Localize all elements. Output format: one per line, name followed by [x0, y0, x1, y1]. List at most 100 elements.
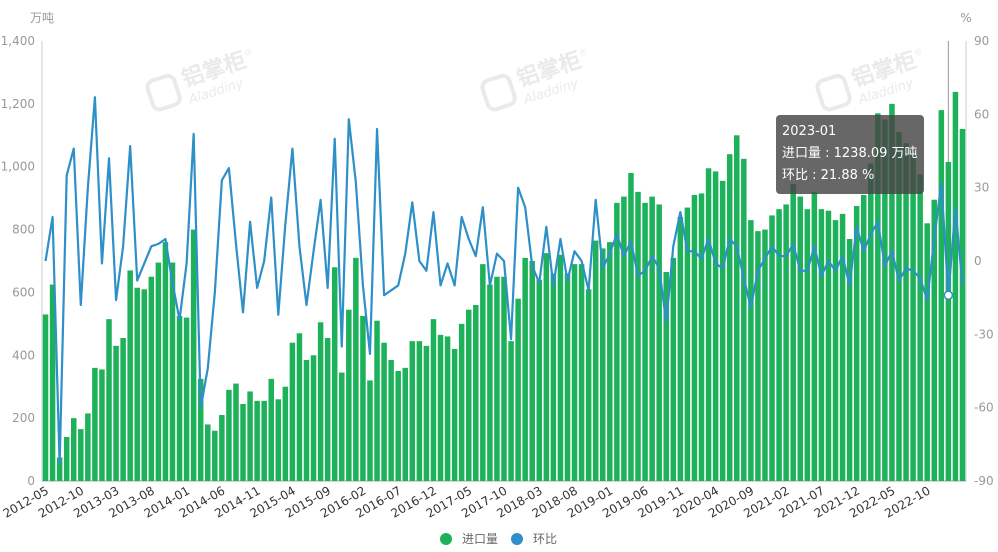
bar-import-volume [63, 437, 70, 481]
bar-import-volume [416, 341, 423, 481]
bar-import-volume [444, 336, 451, 481]
legend-line-marker [511, 533, 523, 545]
bar-import-volume [190, 229, 197, 481]
bar-import-volume [261, 400, 267, 481]
bar-import-volume [550, 273, 557, 481]
bar-import-volume [839, 213, 846, 481]
bar-import-volume [536, 279, 543, 481]
right-tick-label: 0 [974, 254, 982, 268]
bar-import-volume [85, 413, 91, 481]
bar-import-volume [621, 196, 627, 482]
bar-import-volume [853, 206, 860, 481]
bar-import-volume [134, 287, 140, 481]
tooltip-bar-value: 进口量 : 1238.09 万吨 [782, 146, 918, 161]
bar-import-volume [458, 323, 465, 481]
bar-import-volume [557, 254, 564, 481]
bar-import-volume [324, 338, 331, 481]
left-tick-label: 1,200 [1, 97, 35, 111]
bar-import-volume [938, 110, 945, 482]
bar-import-volume [684, 207, 691, 482]
bar-import-volume [952, 91, 959, 482]
bar-import-volume [282, 386, 289, 481]
bar-import-volume [649, 196, 655, 482]
bar-import-volume [734, 135, 740, 482]
bar-import-volume [607, 242, 613, 481]
bar-import-volume [346, 309, 352, 481]
bar-import-volume [811, 191, 818, 481]
bar-series-layer [42, 91, 966, 482]
bar-import-volume [162, 242, 169, 481]
left-tick-label: 1,400 [1, 34, 35, 48]
bar-import-volume [917, 174, 923, 482]
bar-import-volume [656, 204, 662, 481]
right-tick-label: -60 [974, 401, 994, 415]
bar-import-volume [296, 333, 303, 481]
bar-import-volume [889, 103, 895, 481]
bar-import-volume [303, 360, 310, 481]
bar-import-volume [790, 184, 796, 481]
bar-import-volume [56, 457, 63, 481]
bar-import-volume [254, 400, 260, 481]
right-tick-label: 90 [974, 34, 989, 48]
left-tick-label: 400 [12, 348, 35, 362]
bar-import-volume [353, 257, 359, 481]
bar-import-volume [226, 389, 232, 481]
bar-import-volume [70, 418, 77, 481]
bar-import-volume [360, 316, 366, 481]
legend-line-label: 环比 [533, 532, 557, 546]
bar-import-volume [691, 195, 698, 481]
bar-import-volume [381, 342, 387, 481]
left-tick-label: 200 [12, 411, 35, 425]
bar-import-volume [402, 367, 409, 481]
bar-import-volume [592, 240, 599, 481]
watermark-logo: 铝掌柜®Aladdiny [145, 47, 254, 112]
bar-import-volume [642, 202, 648, 481]
bar-import-volume [698, 193, 705, 481]
bar-import-volume [212, 430, 218, 481]
left-tick-label: 800 [12, 223, 35, 237]
bar-import-volume [169, 262, 176, 481]
bar-import-volume [176, 316, 183, 481]
bar-import-volume [564, 273, 571, 481]
bar-import-volume [663, 272, 669, 481]
line-mom-change [44, 96, 964, 465]
line-highlight-point [943, 290, 954, 300]
bar-import-volume [585, 289, 592, 481]
bar-import-volume [635, 191, 641, 481]
bar-import-volume [99, 369, 105, 481]
right-axis-unit: % [960, 11, 971, 25]
bar-import-volume [769, 215, 775, 481]
watermark-logo: 铝掌柜®Aladdiny [480, 47, 589, 112]
bar-import-volume [183, 317, 190, 481]
bar-import-volume [367, 380, 373, 481]
bar-import-volume [120, 338, 126, 481]
bar-import-volume [197, 378, 204, 481]
watermark-layer: 铝掌柜®Aladdiny 铝掌柜®Aladdiny 铝掌柜®Aladdiny [145, 47, 924, 112]
legend-bar-marker [440, 533, 452, 545]
watermark-reg: ® [577, 47, 589, 59]
right-tick-label: 30 [974, 181, 989, 195]
bar-import-volume [748, 220, 754, 481]
bar-import-volume [233, 383, 239, 481]
bar-import-volume [945, 162, 952, 481]
bar-import-volume [127, 270, 133, 481]
bar-import-volume [374, 320, 380, 481]
bar-import-volume [719, 180, 726, 481]
bar-import-volume [832, 220, 839, 481]
bar-import-volume [529, 261, 535, 481]
bar-import-volume [804, 209, 811, 481]
bar-import-volume [339, 372, 345, 481]
bar-import-volume [741, 158, 747, 481]
legend[interactable]: 进口量 环比 [440, 532, 557, 546]
bar-import-volume [677, 217, 684, 481]
bar-import-volume [430, 319, 437, 481]
bar-import-volume [846, 239, 853, 481]
legend-bar-label: 进口量 [462, 532, 498, 546]
bar-import-volume [388, 360, 394, 481]
bar-import-volume [141, 289, 148, 481]
watermark-logo-mark [480, 73, 517, 112]
right-tick-label: 60 [974, 107, 989, 121]
left-tick-label: 1,000 [1, 160, 35, 174]
bar-import-volume [712, 171, 719, 481]
bar-import-volume [268, 378, 274, 481]
